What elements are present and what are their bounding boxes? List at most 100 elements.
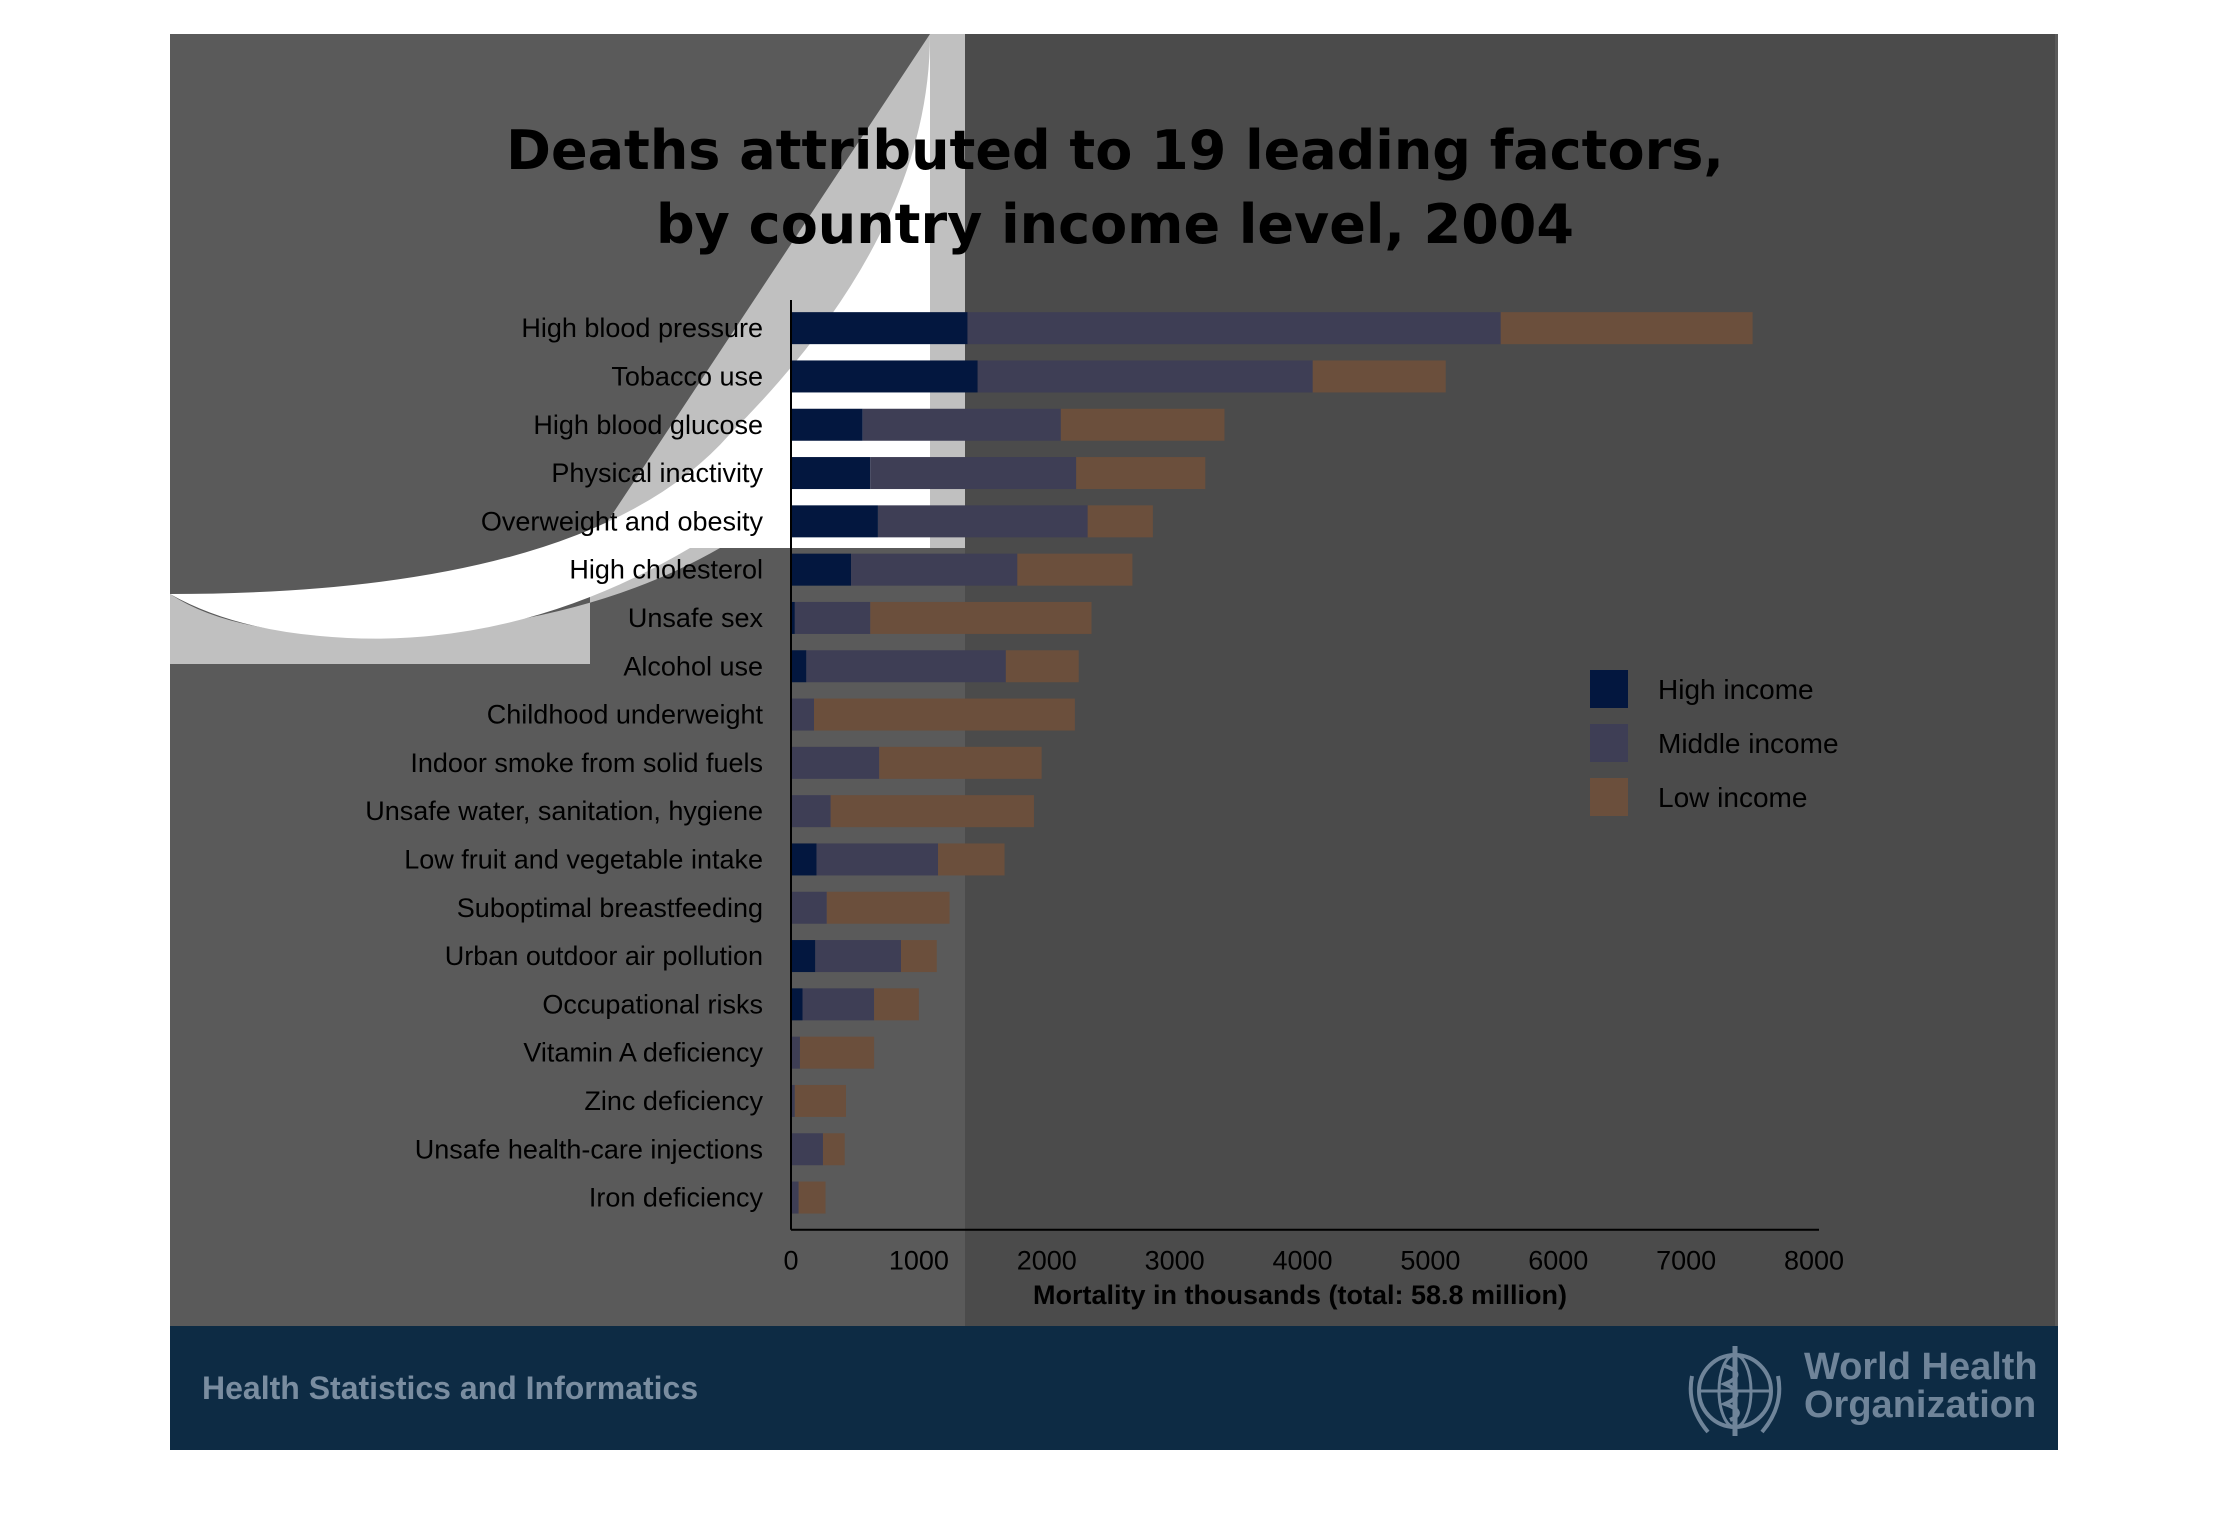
category-label: Unsafe sex	[628, 603, 764, 633]
bar-segment	[1500, 312, 1753, 345]
bar-segment	[791, 312, 968, 345]
white-overlay-quarter	[170, 34, 930, 639]
chart-svg: Deaths attributed to 19 leading factors,…	[170, 34, 2055, 1326]
bar-segment	[1087, 505, 1153, 538]
bar-segment	[791, 843, 817, 876]
bar-segment	[791, 408, 863, 441]
category-label: High cholesterol	[569, 555, 763, 585]
bar-segment	[791, 795, 831, 828]
category-label: Unsafe water, sanitation, hygiene	[365, 796, 763, 826]
bar-segment	[815, 940, 901, 973]
bar-segment	[879, 746, 1042, 779]
category-label: Tobacco use	[611, 361, 763, 391]
category-label: High blood pressure	[521, 313, 763, 343]
category-label: High blood glucose	[533, 410, 763, 440]
bar-segment	[802, 988, 875, 1021]
bar-segment	[870, 457, 1077, 490]
bar-segment	[791, 505, 878, 538]
footer-bar: Health Statistics and Informatics World …	[170, 1326, 2058, 1450]
legend-label: High income	[1658, 674, 1814, 705]
bar-segment	[798, 1181, 826, 1214]
bar-segment	[1076, 457, 1206, 490]
category-label: Occupational risks	[542, 989, 763, 1019]
bar-segment	[791, 988, 803, 1021]
bar-segment	[791, 553, 852, 586]
bar-segment	[799, 1036, 875, 1069]
category-label: Childhood underweight	[487, 700, 764, 730]
bar-segment	[977, 360, 1313, 393]
bar-segment	[851, 553, 1018, 586]
category-label: Vitamin A deficiency	[523, 1038, 763, 1068]
x-tick-label: 2000	[1017, 1246, 1077, 1276]
bar-segment	[791, 746, 880, 779]
chart-title-line-2: by country income level, 2004	[656, 193, 1574, 256]
bars-group	[791, 312, 1753, 1214]
legend-label: Low income	[1658, 782, 1807, 813]
bar-segment	[1060, 408, 1225, 441]
bar-segment	[877, 505, 1088, 538]
category-label: Physical inactivity	[551, 458, 763, 488]
legend-swatch	[1590, 724, 1628, 762]
bar-segment	[791, 940, 816, 973]
bar-segment	[791, 1181, 799, 1214]
bar-segment	[1312, 360, 1446, 393]
bar-segment	[791, 360, 978, 393]
chart-title-line-1: Deaths attributed to 19 leading factors,	[506, 119, 1724, 182]
bar-segment	[870, 601, 1092, 634]
x-tick-label: 3000	[1145, 1246, 1205, 1276]
category-label: Urban outdoor air pollution	[445, 941, 763, 971]
legend-label: Middle income	[1658, 728, 1839, 759]
bar-segment	[1005, 650, 1079, 683]
bar-segment	[791, 650, 807, 683]
x-tick-label: 4000	[1272, 1246, 1332, 1276]
category-label: Indoor smoke from solid fuels	[410, 748, 763, 778]
bar-segment	[967, 312, 1501, 345]
bar-segment	[791, 698, 815, 731]
slide: Deaths attributed to 19 leading factors,…	[170, 34, 2058, 1450]
bar-segment	[791, 1084, 795, 1117]
bar-segment	[791, 601, 795, 634]
bar-segment	[814, 698, 1075, 731]
category-label: Unsafe health-care injections	[415, 1134, 763, 1164]
bar-segment	[791, 891, 827, 924]
bar-segment	[874, 988, 919, 1021]
bar-segment	[791, 457, 871, 490]
bar-segment	[862, 408, 1061, 441]
bar-segment	[794, 601, 871, 634]
category-labels: High blood pressure Tobacco use High blood…	[365, 313, 763, 1212]
legend-swatch	[1590, 778, 1628, 816]
bar-segment	[900, 940, 937, 973]
category-label: Zinc deficiency	[584, 1086, 763, 1116]
bar-segment	[794, 1084, 846, 1117]
category-label: Alcohol use	[623, 651, 763, 681]
chart-title: Deaths attributed to 19 leading factors,…	[506, 119, 1724, 256]
background-panel	[965, 34, 2055, 1326]
x-tick-label: 1000	[889, 1246, 949, 1276]
x-tick-label: 0	[783, 1246, 798, 1276]
bar-segment	[791, 1133, 823, 1166]
bar-segment	[816, 843, 939, 876]
category-label: Low fruit and vegetable intake	[404, 844, 763, 874]
legend-swatch	[1590, 670, 1628, 708]
x-tick-label: 5000	[1400, 1246, 1460, 1276]
footer-department: Health Statistics and Informatics	[202, 1370, 699, 1406]
bar-segment	[791, 1036, 800, 1069]
who-name: World Health Organization	[1804, 1348, 2038, 1424]
who-name-line-1: World Health	[1804, 1346, 2038, 1388]
x-axis: 0 1000 2000 3000 4000 5000 6000 7000 8000	[783, 300, 1844, 1276]
who-name-line-2: Organization	[1804, 1384, 2037, 1426]
bar-segment	[938, 843, 1005, 876]
category-label: Iron deficiency	[589, 1183, 764, 1213]
category-label: Suboptimal breastfeeding	[457, 893, 763, 923]
x-axis-label: Mortality in thousands (total: 58.8 mill…	[1033, 1280, 1567, 1310]
category-label: Overweight and obesity	[481, 506, 764, 536]
bar-segment	[826, 891, 950, 924]
bar-segment	[830, 795, 1034, 828]
x-tick-label: 7000	[1656, 1246, 1716, 1276]
who-logo-icon	[1688, 1346, 1782, 1436]
bar-segment	[822, 1133, 845, 1166]
bar-segment	[1017, 553, 1133, 586]
bar-segment	[806, 650, 1006, 683]
x-tick-label: 8000	[1784, 1246, 1844, 1276]
x-tick-label: 6000	[1528, 1246, 1588, 1276]
